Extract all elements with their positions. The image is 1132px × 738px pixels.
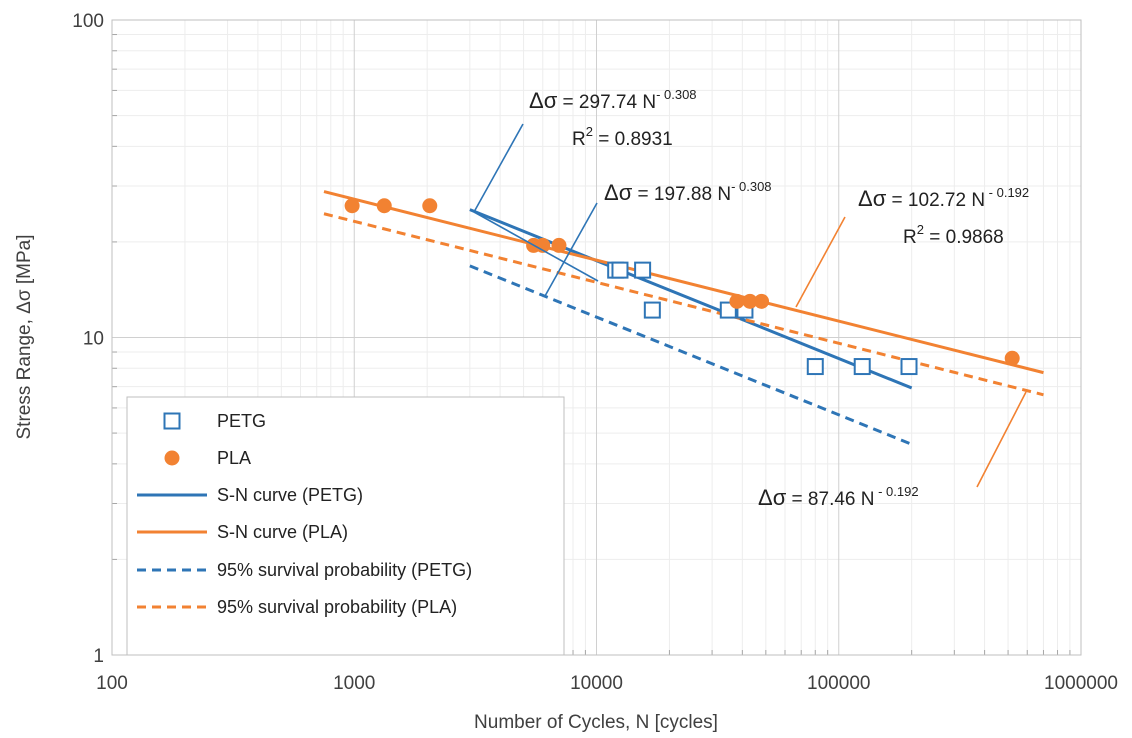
legend-label: PETG [217,411,266,431]
leader-line [976,391,1027,488]
y-axis-ticks: 1 10 100 [72,11,104,667]
x-axis-title: Number of Cycles, N [cycles] [474,712,718,733]
y-tick-label: 1 [93,646,104,667]
survival-line [469,264,913,446]
petg-marker [853,358,871,376]
leader-line [544,202,598,297]
y-tick-label: 100 [72,11,104,32]
sn-curve-line [323,190,1044,375]
sn-curve-line [469,208,913,390]
x-tick-label: 100 [96,673,128,694]
petg-marker [900,358,918,376]
pla-marker [729,293,745,309]
plot-area-frame [111,19,1082,656]
legend-label: PLA [217,448,251,468]
leader-line [473,211,599,282]
r-squared-label: R2 = 0.9868 [903,222,1004,248]
pla-marker [742,293,758,309]
pla-marker [344,198,360,214]
legend-swatch-petg [163,412,181,430]
leader-line [473,123,524,213]
pla-marker [376,198,392,214]
x-tick-label: 100000 [807,673,870,694]
x-axis-ticks: 100 1000 10000 100000 1000000 [96,673,1118,694]
pla-marker [551,237,567,253]
legend-items: PETG PLA S-N curve (PETG) S-N curve (PLA) 95… [137,411,472,617]
pla-survival-equation: Δσ = 87.46 N - 0.192 [758,484,919,510]
pla-marker [535,237,551,253]
legend-swatch-pla [164,450,180,466]
legend-label: 95% survival probability (PETG) [217,560,472,580]
legend: PETG PLA S-N curve (PETG) S-N curve (PLA) 95… [126,396,565,656]
y-tick-label: 10 [83,329,104,350]
pla-marker [754,293,770,309]
legend-label: S-N curve (PLA) [217,522,348,542]
petg-marker [634,261,652,279]
legend-label: 95% survival probability (PLA) [217,597,457,617]
petg-sn-equation: Δσ = 297.74 N- 0.308 [529,87,697,113]
leader-line [795,216,846,308]
legend-box [126,396,565,656]
sn-curves [323,190,1044,446]
equation-annotations: Δσ = 297.74 N- 0.308 R2 = 0.8931 Δσ = 197.… [473,87,1029,510]
pla-marker [1004,350,1020,366]
y-axis-title: Stress Range, Δσ [MPa] [14,235,35,440]
petg-marker [611,261,629,279]
x-tick-label: 10000 [570,673,623,694]
survival-line [323,212,1044,397]
petg-marker [806,358,824,376]
pla-marker [422,198,438,214]
pla-sn-equation: Δσ = 102.72 N - 0.192 [858,185,1029,211]
petg-survival-equation: Δσ = 197.88 N- 0.308 [604,179,772,205]
x-tick-label: 1000000 [1044,673,1118,694]
petg-marker [643,301,661,319]
x-tick-label: 1000 [333,673,375,694]
legend-label: S-N curve (PETG) [217,485,363,505]
r-squared-label: R2 = 0.8931 [572,124,673,150]
